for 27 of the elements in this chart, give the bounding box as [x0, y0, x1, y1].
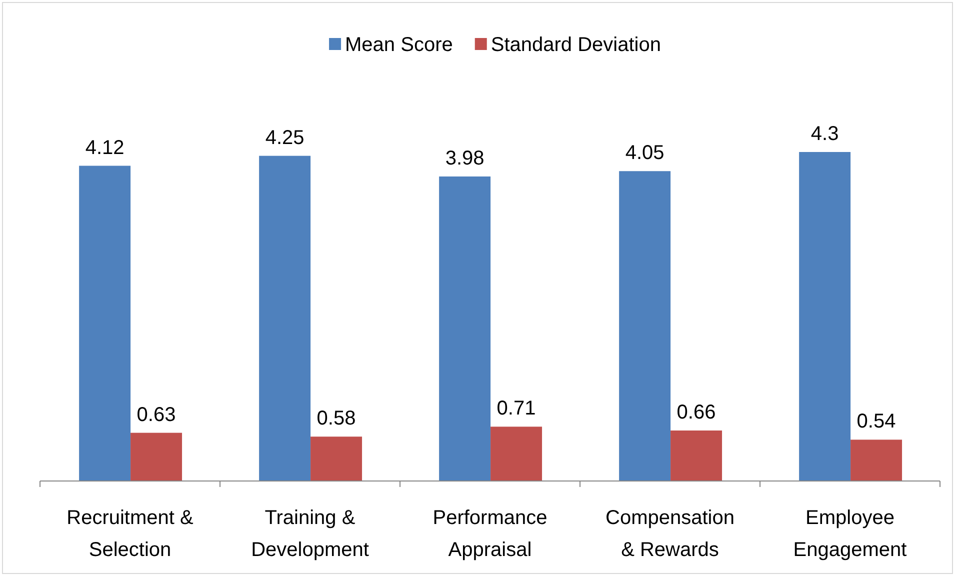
bar — [439, 176, 491, 481]
data-label: 4.05 — [625, 142, 664, 164]
data-label: 0.66 — [676, 402, 716, 424]
bar — [310, 436, 362, 481]
x-tick-label: Recruitment & Selection — [66, 507, 194, 561]
bar — [799, 152, 851, 481]
bar — [130, 432, 182, 481]
x-tick-label: Employee Engagement — [793, 507, 908, 561]
data-label: 0.58 — [316, 408, 356, 430]
data-label: 0.63 — [136, 404, 176, 426]
x-tick-label: Performance Appraisal — [432, 507, 548, 561]
bar — [79, 166, 131, 481]
bar — [259, 156, 311, 481]
data-label: 4.25 — [265, 126, 304, 149]
bar — [850, 440, 902, 481]
bar — [619, 171, 671, 481]
bar — [490, 426, 542, 481]
data-label: 4.12 — [85, 136, 124, 159]
bar — [670, 430, 722, 481]
data-label: 3.98 — [445, 147, 484, 170]
data-label: 0.71 — [496, 398, 536, 420]
data-label: 0.54 — [856, 410, 896, 433]
data-label: 4.3 — [810, 123, 839, 145]
x-tick-label: Compensation & Rewards — [606, 507, 734, 561]
legend-label: Standard Deviation — [490, 34, 661, 56]
legend-label: Mean Score — [345, 34, 453, 56]
x-tick-label: Training & Development — [251, 507, 370, 561]
